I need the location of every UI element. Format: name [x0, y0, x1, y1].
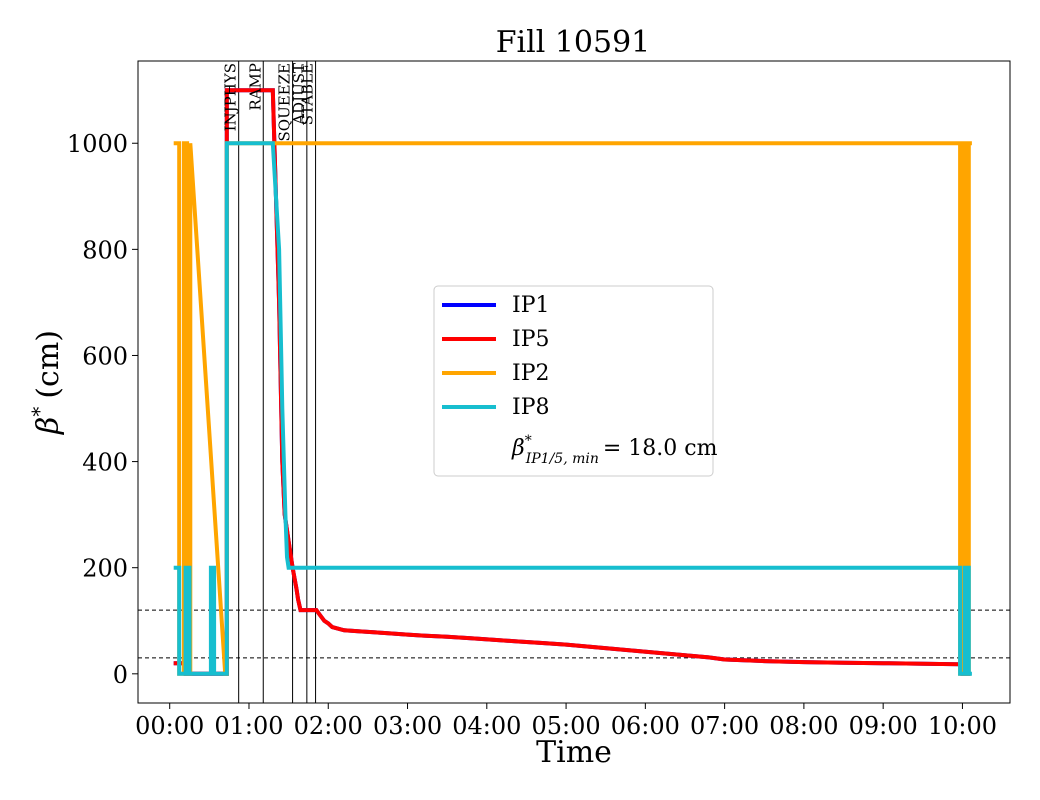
chart-title: Fill 10591 [496, 25, 651, 60]
x-tick-label: 03:00 [373, 712, 442, 740]
legend-label-ip8: IP8 [512, 395, 550, 420]
x-tick-label: 07:00 [690, 712, 759, 740]
x-tick-label: 09:00 [849, 712, 918, 740]
plot-frame [137, 60, 1011, 704]
x-tick-label: 01:00 [214, 712, 283, 740]
y-tick-label: 600 [82, 342, 128, 370]
legend-label-ip2: IP2 [512, 361, 550, 386]
phase-lines [238, 61, 317, 703]
reference-lines [138, 609, 1010, 659]
phase-label-stable: STABLE [299, 63, 317, 125]
y-axis-label-symbol: β [31, 417, 66, 435]
phase-label-injphys: INJPHYS [222, 63, 240, 131]
phase-label-adjust: ADJUST [290, 63, 308, 126]
x-axis-ticks: 00:00 01:00 02:00 03:00 04:00 05:00 06:00 07:00… [135, 703, 997, 740]
x-tick-label: 08:00 [769, 712, 838, 740]
legend-beta-min-sub: IP1/5, min [525, 451, 599, 467]
y-tick-label: 200 [82, 555, 128, 583]
legend-beta-min: β* IP1/5, min = 18.0 cm [511, 433, 718, 467]
x-axis-label: Time [536, 735, 612, 770]
y-tick-label: 1000 [67, 130, 128, 158]
x-tick-label: 06:00 [611, 712, 680, 740]
y-tick-label: 0 [113, 661, 128, 689]
y-axis-ticks: 0 200 400 600 800 1000 [67, 130, 138, 689]
y-axis-label-sup: * [27, 407, 51, 417]
phase-label-squeeze: SQUEEZE [276, 63, 294, 142]
legend-label-ip5: IP5 [512, 327, 550, 352]
phase-label-ramp: RAMP [246, 63, 264, 111]
legend: IP1 IP5 IP2 IP8 β* IP1/5, min = 18.0 cm [433, 285, 718, 477]
x-tick-label: 02:00 [294, 712, 363, 740]
y-axis-label-unit: (cm) [31, 330, 66, 399]
legend-box [433, 285, 714, 477]
y-tick-label: 400 [82, 449, 128, 477]
legend-label-ip1: IP1 [512, 293, 550, 318]
x-tick-label: 05:00 [531, 712, 600, 740]
y-tick-label: 800 [82, 236, 128, 264]
legend-beta-min-sup: * [525, 433, 532, 449]
x-tick-label: 00:00 [135, 712, 204, 740]
y-axis-label: β* (cm) [27, 330, 66, 435]
series-line-ip8 [173, 141, 972, 676]
legend-beta-min-symbol: β [511, 436, 525, 461]
series-layer [173, 88, 972, 676]
x-tick-label: 10:00 [928, 712, 997, 740]
legend-beta-min-value: = 18.0 cm [603, 436, 718, 461]
x-tick-label: 04:00 [452, 712, 521, 740]
